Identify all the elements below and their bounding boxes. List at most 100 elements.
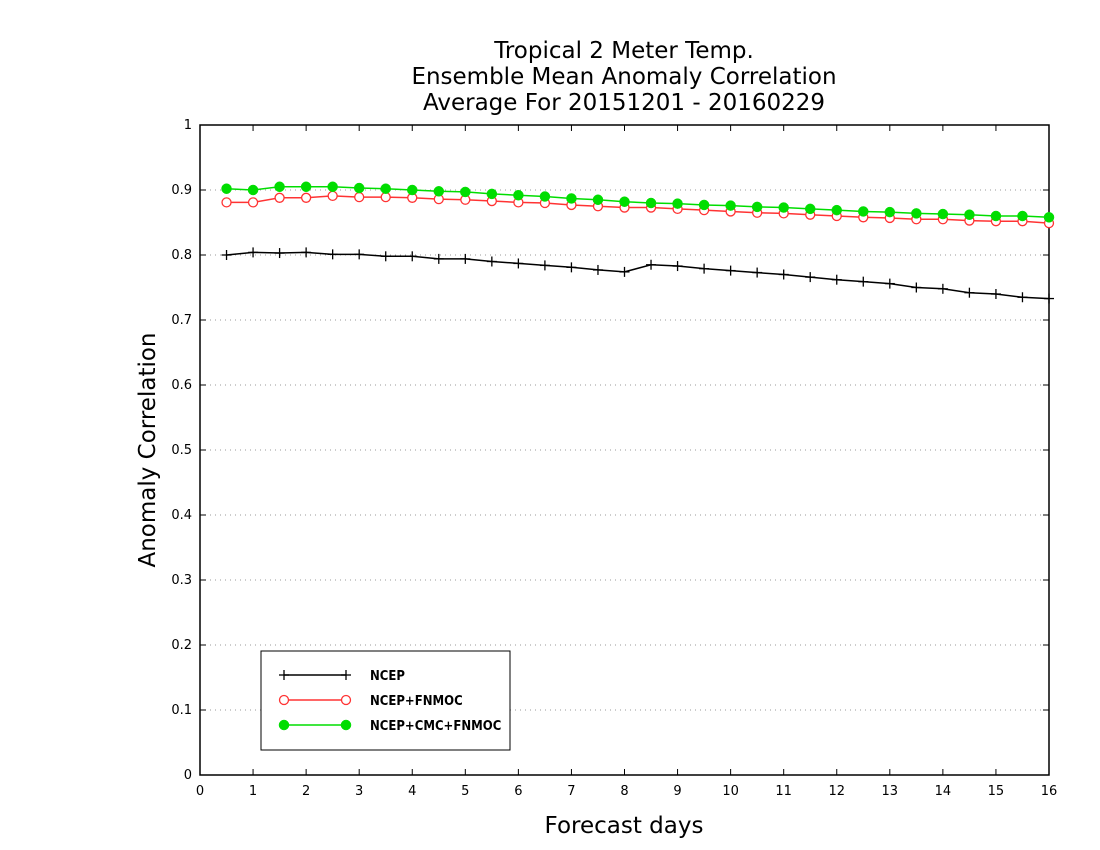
series-2-point-14: [592, 194, 604, 205]
series-2-point-9: [460, 186, 471, 198]
series-0-point-6: [380, 251, 391, 262]
y-tick-label-10: 1: [184, 118, 192, 133]
series-0-point-14: [592, 264, 603, 275]
series-2-point-24: [858, 206, 869, 217]
series-2-point-0: [221, 183, 232, 194]
series-0-point-23: [831, 274, 842, 285]
series-0: [221, 247, 1054, 304]
x-tick-label-0: 0: [196, 784, 204, 799]
series-2: [221, 181, 1055, 223]
series-0-point-27: [937, 283, 948, 294]
series-0-point-16: [646, 259, 657, 270]
x-tick-label-3: 3: [355, 784, 363, 799]
series-1-point-1: [247, 197, 259, 208]
series-1-point-6: [380, 191, 391, 203]
y-axis-label: Anomaly Correlation: [135, 332, 161, 567]
series-2-point-25: [884, 206, 896, 218]
legend-item-2: NCEP+CMC+FNMOC: [278, 719, 501, 734]
x-tick-label-12: 12: [828, 784, 845, 799]
series-2-point-30: [1017, 210, 1028, 222]
legend-item-2-marker-start: [278, 719, 290, 731]
series-2-point-6: [380, 183, 391, 194]
series-2-point-12: [539, 191, 551, 202]
y-tick-label-1: 0.1: [171, 703, 192, 718]
series-0-point-25: [884, 278, 895, 289]
series-2-point-5: [353, 182, 365, 194]
y-tick-label-9: 0.9: [171, 183, 192, 198]
y-tick-label-4: 0.4: [171, 508, 192, 523]
series-2-point-3: [300, 181, 312, 192]
series-2-point-29: [990, 210, 1002, 222]
series-2-point-11: [513, 189, 524, 201]
series-0-point-31: [1044, 293, 1054, 304]
series-2-point-28: [964, 209, 975, 220]
series-0-point-12: [539, 260, 550, 271]
series-0-point-9: [460, 253, 471, 264]
series-2-point-22: [804, 203, 816, 215]
series-2-point-15: [619, 196, 630, 207]
series-1-point-0: [221, 197, 232, 208]
series-0-point-11: [513, 258, 524, 269]
series-0-point-1: [248, 247, 259, 258]
series-0-point-17: [672, 261, 683, 272]
legend: NCEP NCEP+FNMOC NCEP+CMC+FNMOC: [260, 650, 511, 751]
series-2-point-4: [327, 181, 338, 192]
series-2-line: [226, 186, 1050, 219]
y-tick-label-6: 0.6: [171, 378, 192, 393]
series-2-point-8: [433, 186, 445, 197]
x-tick-label-16: 16: [1041, 784, 1058, 799]
series-2-point-21: [778, 202, 789, 213]
x-tick-label-10: 10: [722, 784, 739, 799]
series-0-point-20: [752, 267, 763, 278]
series-2-point-18: [698, 199, 710, 211]
y-tick-label-3: 0.3: [171, 573, 192, 588]
series-0-point-30: [1017, 292, 1028, 303]
series-1-point-5: [354, 191, 365, 203]
y-tick-label-8: 0.8: [171, 248, 192, 263]
series-2-point-16: [645, 197, 657, 209]
series-0-point-26: [911, 282, 922, 293]
x-tick-label-5: 5: [461, 784, 469, 799]
series-2-point-2: [274, 181, 285, 192]
series-0-point-3: [301, 247, 312, 258]
legend-item-1-marker-start: [278, 694, 290, 706]
legend-item-1-label: NCEP+FNMOC: [370, 694, 463, 709]
series-2-point-27: [937, 208, 949, 220]
series-2-point-26: [911, 208, 922, 219]
series-0-point-19: [725, 265, 736, 276]
series-2-point-13: [566, 193, 577, 204]
series-2-point-7: [407, 184, 418, 196]
series-1-point-3: [300, 192, 312, 203]
series-0-point-28: [964, 287, 975, 298]
series-2-point-20: [751, 201, 763, 213]
series-0-point-29: [990, 289, 1001, 299]
legend-item-2-label: NCEP+CMC+FNMOC: [370, 719, 501, 734]
legend-item-2-marker-end: [340, 719, 352, 731]
chart-title-line-3: Average For 20151201 - 20160229: [423, 90, 825, 116]
legend-item-1: NCEP+FNMOC: [278, 694, 463, 709]
chart-title-line-2: Ensemble Mean Anomaly Correlation: [411, 64, 836, 90]
series-2-point-10: [486, 188, 498, 200]
series-layer: [221, 181, 1055, 304]
legend-item-1-marker-end: [340, 694, 352, 706]
series-1-line: [226, 195, 1050, 224]
x-tick-label-7: 7: [567, 784, 575, 799]
series-2-point-17: [672, 198, 683, 209]
y-tick-label-2: 0.2: [171, 638, 192, 653]
series-1: [221, 190, 1055, 229]
series-0-point-21: [778, 269, 789, 280]
series-2-point-31: [1043, 212, 1055, 223]
y-tick-label-5: 0.5: [171, 443, 192, 458]
chart-title-line-1: Tropical 2 Meter Temp.: [493, 38, 754, 64]
series-0-point-5: [354, 249, 365, 260]
y-tick-label-0: 0: [184, 768, 192, 783]
legend-item-0-marker-start: [279, 670, 289, 680]
legend-item-0: NCEP: [279, 669, 405, 684]
x-tick-label-14: 14: [935, 784, 952, 799]
series-0-line: [226, 251, 1050, 300]
legend-item-0-marker-end: [341, 670, 351, 680]
series-0-point-2: [274, 248, 285, 259]
chart-title: Tropical 2 Meter Temp. Ensemble Mean Ano…: [411, 38, 836, 116]
series-0-point-10: [486, 256, 497, 267]
